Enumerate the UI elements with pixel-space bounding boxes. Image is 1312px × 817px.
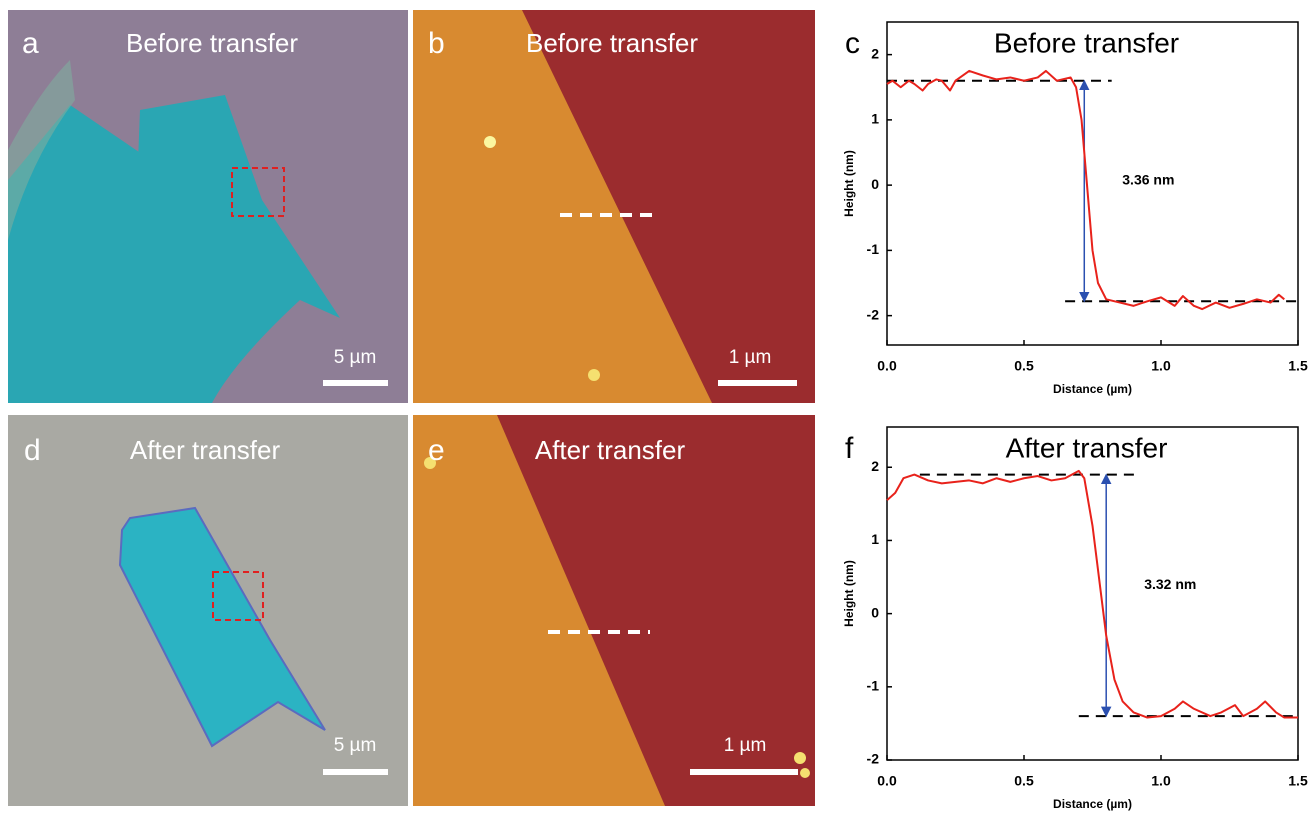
panel-title: Before transfer bbox=[126, 28, 298, 58]
charts: -2 -1 0 1 2 0.0 0.5 1.0 1.5 Distance (µm) Height (… bbox=[842, 22, 1308, 811]
panel-letter: f bbox=[845, 432, 854, 465]
y-tick-label: 2 bbox=[871, 45, 879, 61]
x-tick-label: 1.5 bbox=[1288, 358, 1308, 374]
plot-frame bbox=[887, 22, 1298, 345]
x-tick-label: 0.0 bbox=[877, 773, 897, 789]
x-tick-label: 0.5 bbox=[1014, 358, 1034, 374]
panel-letter: b bbox=[428, 27, 445, 60]
panel-title: Before transfer bbox=[526, 28, 698, 58]
y-tick-label: 1 bbox=[871, 111, 879, 127]
chart-title: Before transfer bbox=[994, 27, 1179, 58]
y-axis-label: Height (nm) bbox=[842, 560, 856, 627]
y-tick-label: 2 bbox=[871, 458, 879, 474]
y-tick-label: 0 bbox=[871, 604, 879, 620]
figure: a Before transfer 5 µm b Before transfer… bbox=[0, 0, 1312, 817]
panel-letter: a bbox=[22, 27, 39, 60]
x-tick-label: 0.0 bbox=[877, 358, 897, 374]
panel-title: After transfer bbox=[130, 435, 281, 465]
panel-letter: e bbox=[428, 434, 445, 467]
panel-letter: d bbox=[24, 434, 41, 467]
x-tick-label: 1.0 bbox=[1151, 773, 1171, 789]
step-annotation: 3.32 nm bbox=[1144, 576, 1196, 592]
height-profile bbox=[887, 71, 1284, 309]
y-tick-label: 1 bbox=[871, 531, 879, 547]
y-tick-label: -1 bbox=[867, 678, 880, 694]
optical-image-a bbox=[8, 10, 408, 403]
x-tick-label: 1.5 bbox=[1288, 773, 1308, 789]
panel-title: After transfer bbox=[535, 435, 686, 465]
chart-title: After transfer bbox=[1006, 432, 1168, 463]
y-tick-label: -1 bbox=[867, 241, 880, 257]
y-tick-label: -2 bbox=[867, 306, 880, 322]
y-tick-label: -2 bbox=[867, 751, 880, 767]
panel-letter: c bbox=[845, 27, 860, 60]
scale-label: 5 µm bbox=[334, 347, 377, 368]
scale-label: 5 µm bbox=[334, 735, 377, 756]
afm-image-b bbox=[413, 10, 815, 403]
step-annotation: 3.36 nm bbox=[1122, 172, 1174, 188]
x-tick-label: 1.0 bbox=[1151, 358, 1171, 374]
plot-frame bbox=[887, 427, 1298, 760]
scale-label: 1 µm bbox=[724, 735, 767, 756]
x-axis-label: Distance (µm) bbox=[1053, 382, 1132, 396]
x-axis-label: Distance (µm) bbox=[1053, 797, 1132, 811]
x-tick-label: 0.5 bbox=[1014, 773, 1034, 789]
y-axis-label: Height (nm) bbox=[842, 150, 856, 217]
scale-label: 1 µm bbox=[729, 347, 772, 368]
y-tick-label: 0 bbox=[871, 176, 879, 192]
height-profile bbox=[887, 471, 1298, 718]
